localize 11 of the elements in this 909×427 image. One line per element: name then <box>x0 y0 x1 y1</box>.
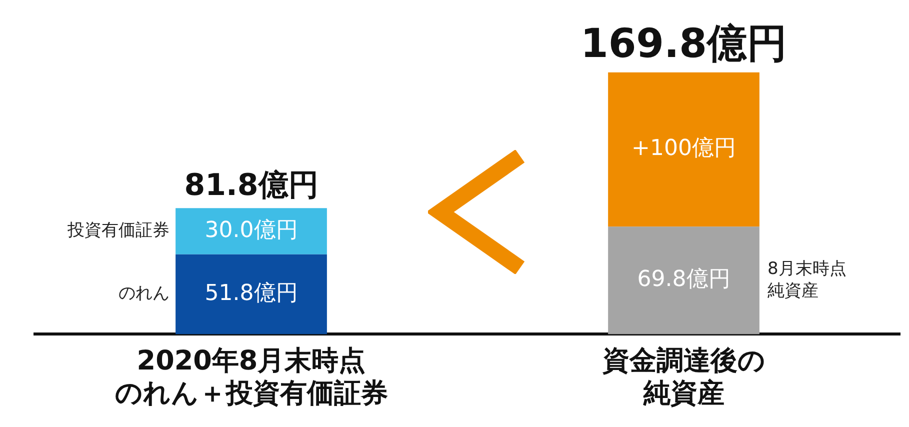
data-label: 69.8億円 <box>637 267 730 292</box>
x-tick-label: 資金調達後の純資産 <box>601 345 766 409</box>
x-tick-label: 2020年8月末時点のれん＋投資有価証券 <box>114 345 388 409</box>
data-label: 30.0億円 <box>204 218 298 243</box>
series-label: のれん <box>118 284 170 304</box>
series-label: 8月末時点純資産 <box>767 258 846 301</box>
series-label: 投資有価証券 <box>66 220 170 241</box>
data-label: 51.8億円 <box>204 280 298 306</box>
total-label: 169.8億円 <box>580 20 788 67</box>
total-label: 81.8億円 <box>184 168 318 203</box>
data-label: +100億円 <box>632 136 736 162</box>
